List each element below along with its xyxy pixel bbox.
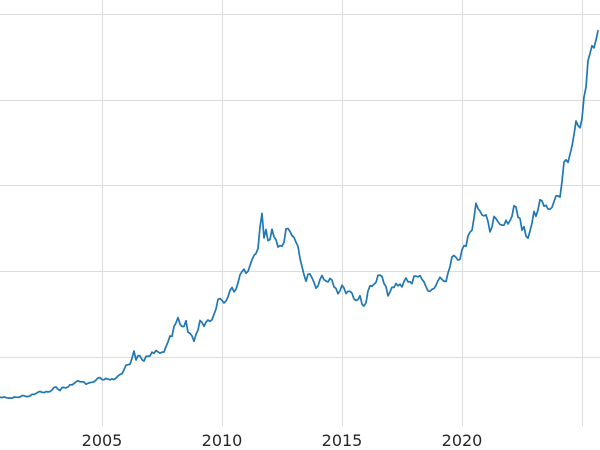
data-series-line [0,29,599,400]
x-axis-tick-label: 2020 [442,431,483,450]
x-axis-tick-label: 2005 [82,431,123,450]
x-axis-tick-label: 2010 [202,431,243,450]
vertical-gridlines [102,0,583,426]
x-axis-tick-labels: 2005 2010 2015 2020 [82,431,483,450]
x-axis-tick-label: 2015 [322,431,363,450]
horizontal-gridlines [0,14,600,358]
